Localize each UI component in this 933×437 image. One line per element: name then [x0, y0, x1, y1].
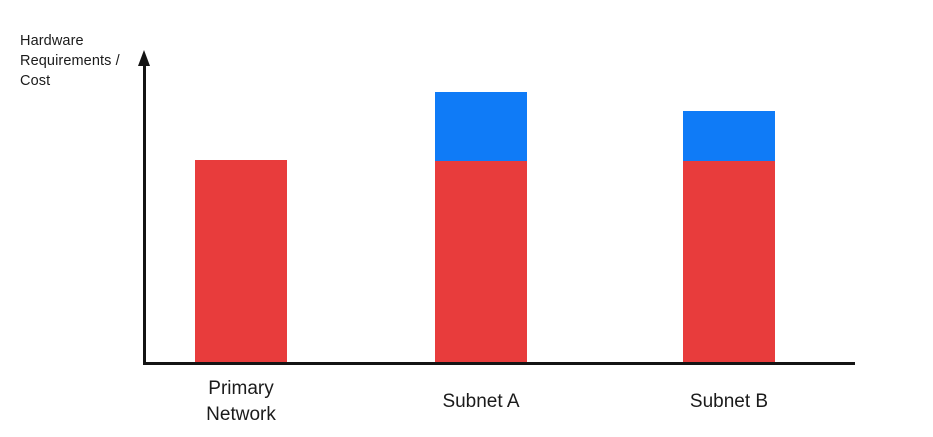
bar-segment-base-hardware-red	[195, 160, 287, 362]
y-axis-arrow-icon	[138, 50, 150, 66]
bar-segment-base-hardware-red	[683, 161, 775, 362]
y-axis-label: Hardware Requirements / Cost	[20, 31, 120, 91]
bar-subnet-a	[435, 92, 527, 362]
bar-segment-additional-hardware-blue	[683, 111, 775, 161]
x-axis-label-subnet-b: Subnet B	[689, 391, 769, 412]
y-axis	[143, 62, 146, 365]
bar-primary-network	[195, 160, 287, 362]
x-axis-label-primary-network: Primary Network	[206, 378, 276, 425]
bar-segment-additional-hardware-blue	[435, 92, 527, 161]
bar-subnet-b	[683, 111, 775, 362]
x-axis	[143, 362, 855, 365]
bar-segment-base-hardware-red	[435, 161, 527, 362]
y-axis-label-line-1: Hardware	[20, 33, 84, 49]
y-axis-label-line-2: Requirements /	[20, 53, 120, 69]
x-axis-label-subnet-a: Subnet A	[442, 391, 520, 412]
y-axis-label-line-3: Cost	[20, 73, 51, 89]
